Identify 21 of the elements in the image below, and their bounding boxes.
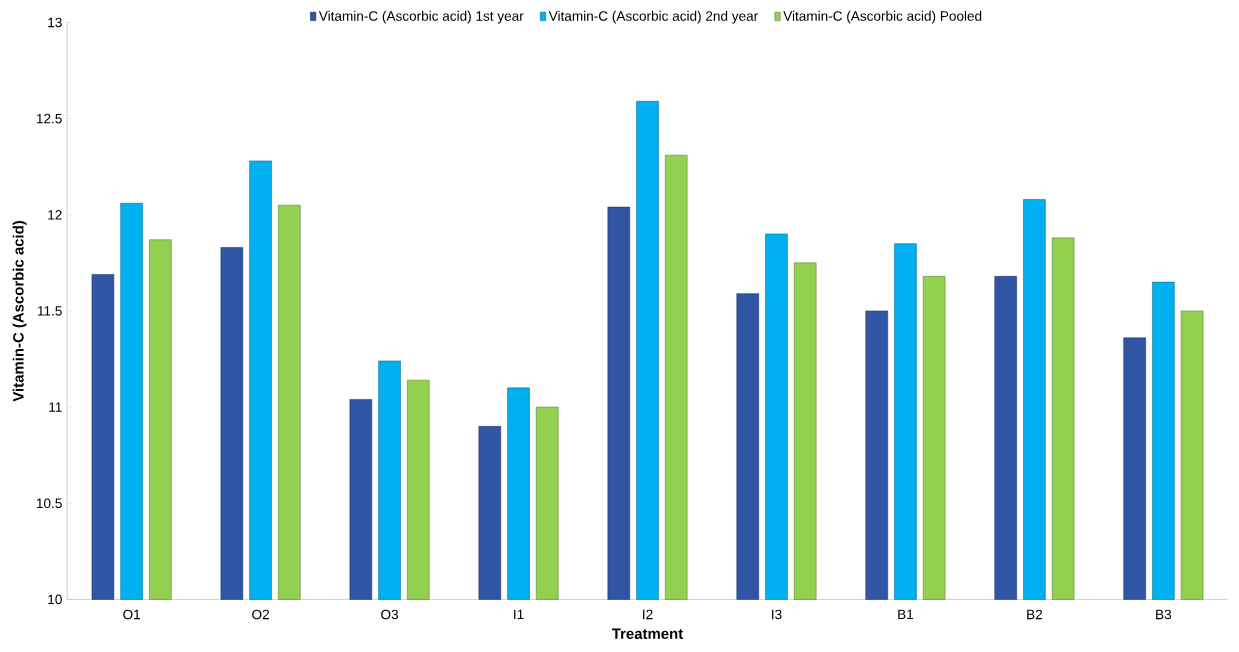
x-tick-label: I2 — [643, 609, 653, 620]
legend-label: Vitamin-C (Ascorbic acid) 2nd year — [548, 11, 758, 24]
y-axis-title: Vitamin-C (Ascorbic acid) — [12, 221, 27, 402]
x-tick-label: O3 — [381, 609, 399, 620]
x-tick-label: O2 — [252, 609, 269, 620]
y-tick-label: 11 — [49, 402, 62, 412]
y-tick-label: 12 — [48, 210, 62, 220]
x-tick-label: B1 — [898, 609, 914, 620]
y-tick-label: 13 — [48, 17, 62, 28]
x-tick-label: B3 — [1156, 609, 1172, 620]
x-tick-label: I3 — [772, 609, 782, 620]
x-axis-title: Treatment — [611, 628, 683, 640]
x-tick-label: O1 — [123, 609, 141, 620]
legend-label: Vitamin-C (Ascorbic acid) Pooled — [783, 11, 982, 24]
y-tick-label: 10 — [48, 594, 62, 605]
y-tick-label: 10.5 — [36, 498, 62, 509]
legend-label: Vitamin-C (Ascorbic acid) 1st year — [318, 11, 524, 24]
y-tick-label: 11.5 — [37, 306, 62, 316]
x-tick-label: I1 — [514, 609, 524, 620]
y-tick-label: 12.5 — [36, 113, 62, 124]
x-tick-label: B2 — [1027, 609, 1043, 620]
